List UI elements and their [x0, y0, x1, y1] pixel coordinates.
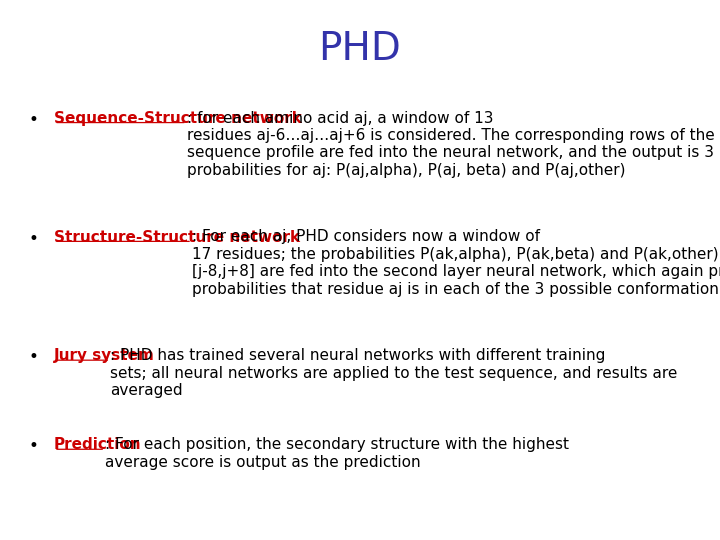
Text: : For each aj, PHD considers now a window of
17 residues; the probabilities P(ak: : For each aj, PHD considers now a windo…: [192, 230, 720, 296]
Text: •: •: [29, 230, 39, 247]
Text: Prediction: Prediction: [54, 437, 142, 453]
Text: Sequence-Structure network: Sequence-Structure network: [54, 111, 302, 126]
Text: •: •: [29, 348, 39, 366]
Text: PHD: PHD: [319, 30, 401, 68]
Text: : for each amino acid aj, a window of 13
residues aj-6…aj…aj+6 is considered. Th: : for each amino acid aj, a window of 13…: [187, 111, 715, 178]
Text: : For each position, the secondary structure with the highest
average score is o: : For each position, the secondary struc…: [105, 437, 569, 470]
Text: •: •: [29, 111, 39, 129]
Text: Structure-Structure network: Structure-Structure network: [54, 230, 300, 245]
Text: Jury system: Jury system: [54, 348, 155, 363]
Text: : PHD has trained several neural networks with different training
sets; all neur: : PHD has trained several neural network…: [110, 348, 678, 398]
Text: •: •: [29, 437, 39, 455]
